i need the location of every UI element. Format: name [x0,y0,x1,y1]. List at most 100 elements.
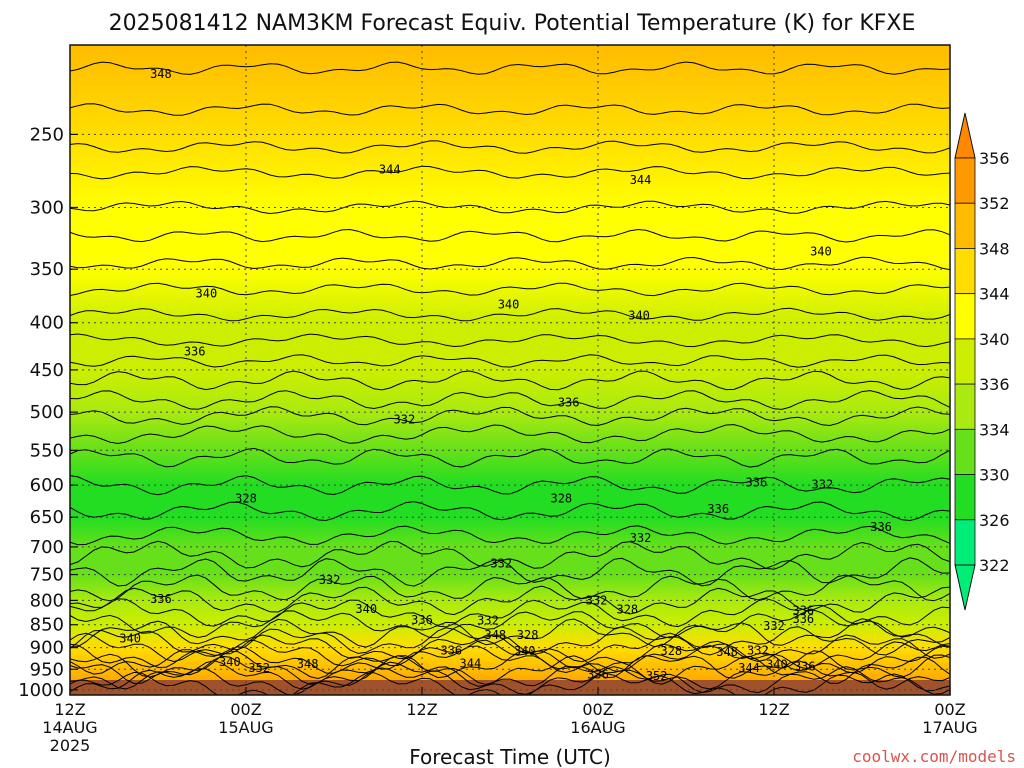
contour-line [70,447,950,468]
colorbar-tick-label: 348 [979,239,1010,258]
x-tick-label: 17AUG [922,718,977,737]
y-tick-label: 750 [30,565,64,586]
y-tick-label: 650 [30,507,64,528]
contour-label: 332 [490,557,512,571]
contour-line [70,557,950,587]
contour-label: 340 [119,632,141,646]
contour-label: 340 [196,287,218,301]
y-tick-label: 800 [30,590,64,611]
y-tick-label: 600 [30,475,64,496]
colorbar-tick-label: 344 [979,285,1010,304]
x-tick-label: 15AUG [218,718,273,737]
contour-line [70,370,950,391]
colorbar-tick-label: 334 [979,420,1010,439]
contour-label: 332 [763,619,785,633]
contour-line [70,103,950,116]
colorbar-tick-label: 330 [979,466,1010,485]
y-axis-ticks: 2503003504004505005506006507007508008509… [18,124,78,701]
contour-line [70,333,950,348]
contour-line [70,307,950,322]
contour-line [70,200,950,215]
contour-label: 332 [812,477,834,491]
contour-label: 332 [319,573,341,587]
x-tick-label: 12Z [54,700,85,719]
x-tick-label: 16AUG [570,718,625,737]
contour-line [70,228,950,243]
contour-label: 340 [628,309,650,323]
colorbar-segment [954,202,976,249]
colorbar-bottom-arrow [954,564,976,611]
contour-label: 352 [248,661,270,675]
contour-label: 336 [792,612,814,626]
colorbar-tick-label: 356 [979,149,1010,168]
chart-title: 2025081412 NAM3KM Forecast Equiv. Potent… [109,11,916,36]
colorbar-segment [954,293,976,340]
contour-line [70,525,950,546]
contour-line [70,406,950,427]
colorbar-tick-label: 340 [979,330,1010,349]
contour-label: 340 [498,297,520,311]
contour-label: 336 [440,643,462,657]
contour-label: 328 [616,602,638,616]
contour-label: 344 [738,661,760,675]
contour-label: 336 [150,592,172,606]
colorbar-segment [954,248,976,295]
contour-line [70,655,950,686]
y-tick-label: 850 [30,615,64,636]
contour-label: 340 [766,658,788,672]
contour-line [70,644,950,675]
contour-label: 332 [394,412,416,426]
x-tick-label: 12Z [758,700,789,719]
contour-label: 344 [630,173,652,187]
contour-line [70,501,950,522]
x-tick-label: 00Z [230,700,261,719]
x-tick-label: 14AUG [42,718,97,737]
x-tick-label: 12Z [406,700,437,719]
colorbar-segment [954,383,976,430]
contour-label: 328 [235,491,257,505]
colorbar-tick-label: 336 [979,375,1010,394]
contour-label: 332 [630,531,652,545]
contour-label: 328 [517,628,539,642]
contour-line [70,424,950,445]
contour-label: 336 [558,395,580,409]
contour-label: 348 [297,657,319,671]
contour-line [70,632,950,663]
contour-label: 336 [411,613,433,627]
contour-line [70,390,950,410]
contour-label: 336 [792,603,814,617]
y-tick-label: 950 [30,659,64,680]
colorbar-segment [954,338,976,385]
contour-line [70,650,950,680]
contour-label: 336 [184,345,206,359]
y-tick-label: 300 [30,197,64,218]
colorbar-tick-label: 326 [979,511,1010,530]
contour-line [70,666,950,695]
y-tick-label: 550 [30,440,64,461]
colorbar-segment [954,474,976,521]
colorbar-top-arrow [954,112,976,159]
contour-label: 352 [646,669,668,683]
contour-label: 340 [355,602,377,616]
contour-line [70,626,950,656]
colorbar-segment [954,157,976,204]
credit-text: coolwx.com/models [852,747,1016,766]
contour-label: 332 [747,643,769,657]
contour-label: 340 [810,245,832,259]
x-axis-label: Forecast Time (UTC) [409,745,611,768]
contour-line [70,475,950,496]
contour-label: 336 [587,667,609,681]
contour-label: 348 [150,67,172,81]
contour-line [70,609,950,639]
grid-lines [70,45,950,695]
contour-line [70,574,950,602]
contour-label: 328 [660,644,682,658]
contour-label: 344 [460,656,482,670]
y-tick-label: 350 [30,259,64,280]
colorbar: 322 326 330 334 336 340 344 348 352 356 [954,112,1010,611]
x-tick-label: 00Z [934,700,965,719]
